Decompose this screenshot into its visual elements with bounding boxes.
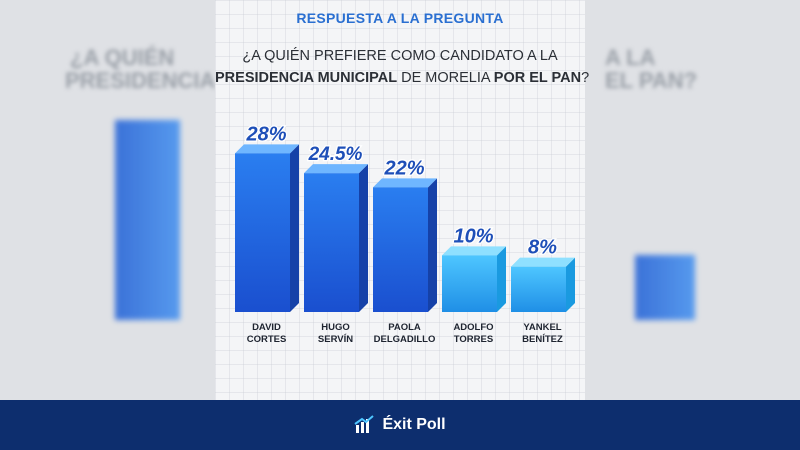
bar-side: [359, 164, 368, 312]
category-label: YANKEL: [523, 322, 561, 333]
bar-value-label: 22%: [383, 157, 424, 179]
question-bold-2: POR EL PAN: [493, 70, 582, 86]
question-line-2: PRESIDENCIA MUNICIPAL DE MORELIA POR EL …: [215, 70, 589, 86]
category-label: SERVÍN: [318, 334, 353, 345]
bar: [235, 153, 290, 312]
bar-top: [304, 164, 368, 174]
bar-top: [373, 178, 437, 188]
ghost-text: ¿A QUIÉN: [70, 45, 175, 70]
category-label: CORTES: [247, 334, 287, 345]
ghost-bar: [115, 120, 180, 320]
chart-check-icon: [354, 415, 375, 433]
bar-top: [511, 257, 575, 267]
question-bold-1: PRESIDENCIA MUNICIPAL: [215, 70, 398, 86]
category-label: BENÍTEZ: [522, 334, 563, 345]
question-line-1: ¿A QUIÉN PREFIERE COMO CANDIDATO A LA: [242, 48, 558, 64]
question-mid: DE MORELIA: [397, 70, 494, 86]
bar: [304, 173, 359, 312]
background-right: A LA EL PAN?: [585, 0, 800, 400]
bar-side: [428, 178, 437, 312]
bar-side: [290, 144, 299, 312]
category-label: PAOLA: [388, 322, 421, 333]
bar-side: [497, 246, 506, 312]
bar-value-label: 8%: [528, 237, 557, 259]
brand-name: Éxit Poll: [382, 416, 446, 433]
category-label: ADOLFO: [453, 322, 493, 333]
bar-top: [235, 144, 299, 154]
bar-value-label: 28%: [245, 123, 286, 145]
footer-bar: Éxit Poll: [0, 400, 800, 450]
category-label: DAVID: [252, 322, 281, 333]
category-label: HUGO: [321, 322, 350, 333]
bar: [373, 187, 428, 312]
bar-side: [566, 257, 575, 312]
bar-value-label: 24.5%: [308, 144, 363, 165]
bar-value-label: 10%: [453, 225, 493, 247]
category-label: DELGADILLO: [374, 334, 436, 345]
category-label: TORRES: [454, 334, 493, 345]
background-left: ¿A QUIÉN PRESIDENCIA: [0, 0, 215, 400]
bar: [511, 266, 566, 312]
kicker-title: RESPUESTA A LA PREGUNTA: [296, 10, 504, 26]
question-end: ?: [581, 70, 590, 86]
ghost-text: PRESIDENCIA: [65, 68, 215, 93]
bar-top: [442, 246, 506, 256]
ghost-text: EL PAN?: [605, 68, 698, 93]
ghost-bar: [635, 255, 695, 320]
bar: [442, 255, 497, 312]
poll-card: RESPUESTA A LA PREGUNTA ¿A QUIÉN PREFIER…: [215, 0, 589, 400]
ghost-text: A LA: [605, 45, 656, 70]
